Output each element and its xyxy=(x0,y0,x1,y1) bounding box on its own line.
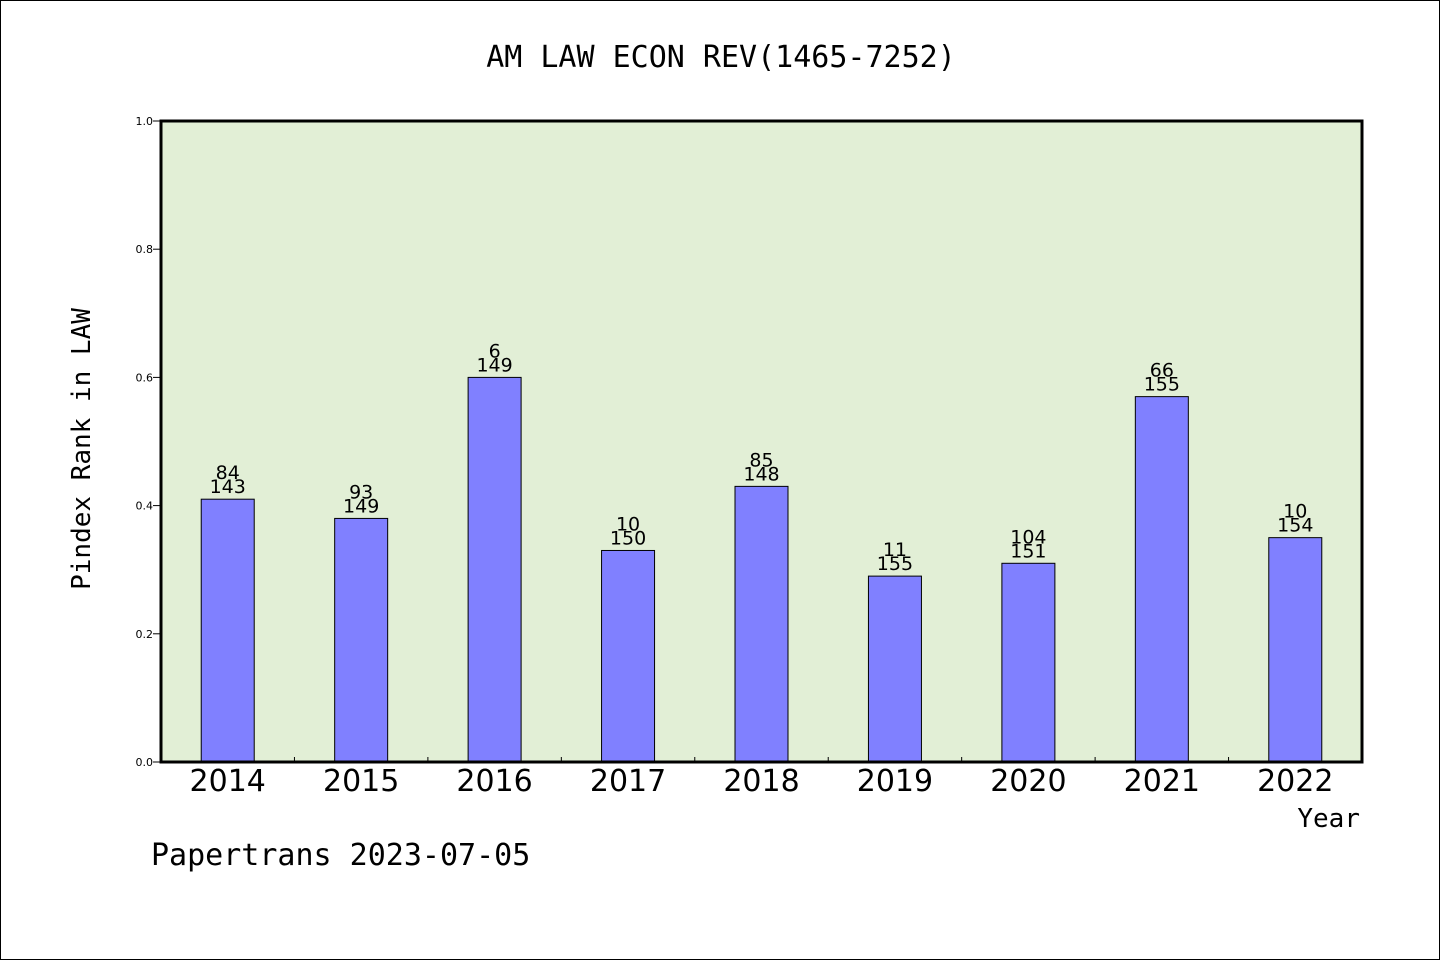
y-tick-label: 0.2 xyxy=(136,628,154,641)
x-tick-label: 2020 xyxy=(990,764,1066,799)
total-label: 155 xyxy=(877,553,913,575)
chart-title: AM LAW ECON REV(1465-7252) xyxy=(486,40,956,75)
total-label: 151 xyxy=(1010,540,1046,562)
y-tick-label: 0.6 xyxy=(136,371,154,384)
total-label: 150 xyxy=(610,527,646,549)
rank-label: 104 xyxy=(1010,526,1046,548)
rank-label: 6 xyxy=(489,340,501,362)
bar xyxy=(334,517,389,763)
y-axis: 0.0 0.2 0.4 0.6 0.8 1.0 xyxy=(136,115,161,769)
rank-label: 93 xyxy=(349,481,373,503)
x-tick-label: 2015 xyxy=(323,764,399,799)
plot-border xyxy=(159,119,1364,764)
bar-series xyxy=(200,376,1323,763)
rank-label: 10 xyxy=(1283,501,1307,523)
credit-text: Papertrans 2023-07-05 xyxy=(151,838,530,873)
y-tick-label: 0.4 xyxy=(136,500,154,513)
x-axis: 2014 2015 2016 2017 2018 2019 2020 2021 2022 xyxy=(190,757,1333,799)
x-tick-label: 2021 xyxy=(1124,764,1200,799)
bar xyxy=(867,575,922,763)
x-tick-label: 2022 xyxy=(1257,764,1333,799)
bar xyxy=(1134,396,1189,763)
y-tick-label: 0.0 xyxy=(136,756,154,769)
rank-label: 66 xyxy=(1150,360,1174,382)
bar xyxy=(734,485,789,763)
total-label: 154 xyxy=(1277,515,1313,537)
y-tick-label: 1.0 xyxy=(136,115,154,128)
bar xyxy=(467,376,522,763)
x-axis-label: Year xyxy=(1297,804,1360,834)
rank-label: 85 xyxy=(749,449,773,471)
total-label: 148 xyxy=(743,463,779,485)
bar xyxy=(601,549,656,763)
x-tick-label: 2019 xyxy=(857,764,933,799)
rank-label: 11 xyxy=(883,539,907,561)
total-label: 149 xyxy=(343,495,379,517)
x-tick-label: 2017 xyxy=(590,764,666,799)
x-tick-label: 2018 xyxy=(723,764,799,799)
total-label: 149 xyxy=(476,354,512,376)
y-axis-label: Pindex Rank in LAW xyxy=(67,308,97,590)
bar xyxy=(200,498,255,763)
y-tick-label: 0.8 xyxy=(136,243,154,256)
bar xyxy=(1268,537,1323,763)
total-label: 155 xyxy=(1144,374,1180,396)
rank-label: 10 xyxy=(616,513,640,535)
x-tick-label: 2014 xyxy=(190,764,266,799)
total-label: 143 xyxy=(210,476,246,498)
bar xyxy=(1001,562,1056,763)
x-tick-label: 2016 xyxy=(456,764,532,799)
rank-label: 84 xyxy=(216,462,240,484)
